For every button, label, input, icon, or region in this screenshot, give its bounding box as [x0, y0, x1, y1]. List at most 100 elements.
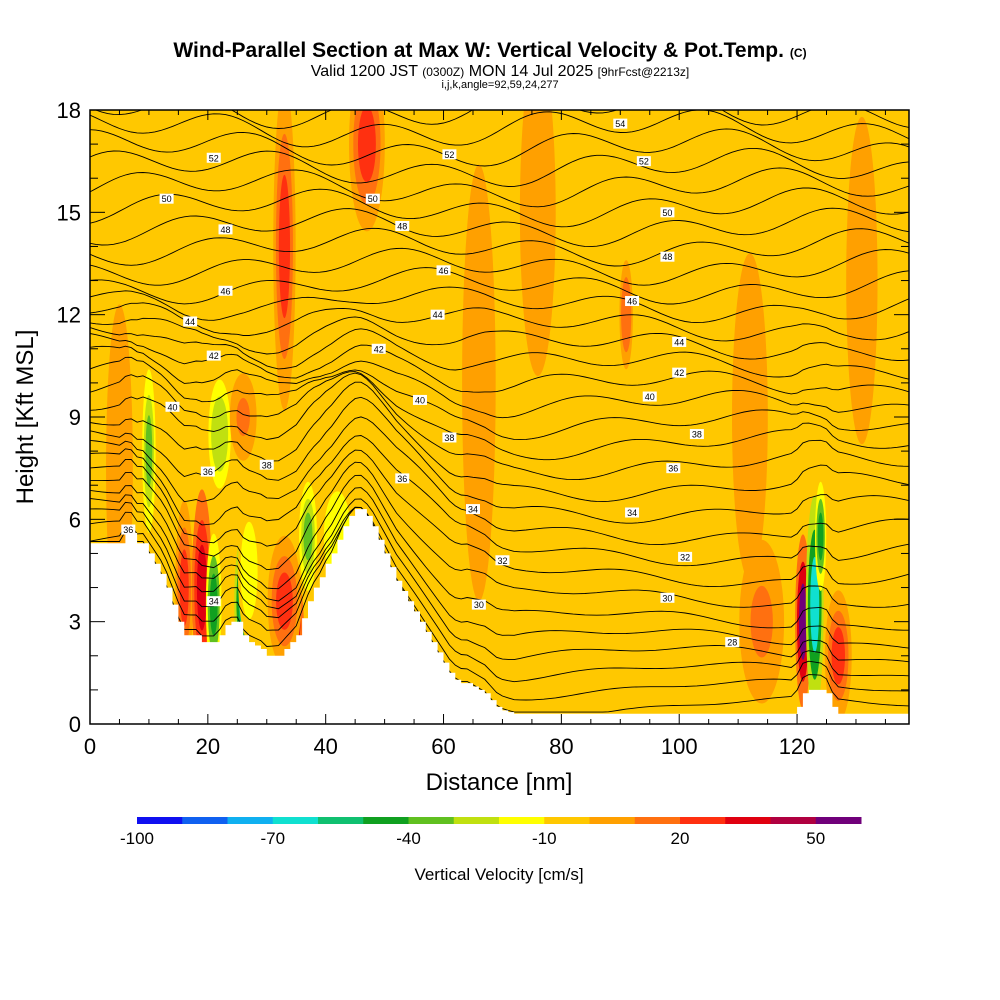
w-feature-5-ring-2	[214, 410, 226, 458]
w-feature-16-ring-2	[470, 287, 488, 479]
contour-label-bg	[259, 459, 274, 470]
contour-label-bg	[165, 401, 180, 412]
contour-label-1: 30	[471, 599, 486, 610]
theta-contour-37	[90, 371, 909, 461]
theta-contour-29	[90, 474, 909, 631]
contour-label-bg	[430, 309, 445, 320]
colorbar-segment-7	[453, 817, 500, 824]
x-tick-label: 20	[196, 734, 220, 759]
theta-contour-34	[90, 396, 909, 524]
y-tick-label: 15	[57, 200, 81, 225]
contour-label-17: 40	[642, 391, 657, 402]
contour-label-31: 50	[365, 193, 380, 204]
w-feature-21-ring-2	[740, 345, 759, 489]
w-feature-21	[732, 253, 768, 581]
x-axis-label: Distance [nm]	[426, 769, 573, 796]
w-feature-0-ring-2	[112, 396, 127, 540]
colorbar-segment-9	[544, 817, 590, 824]
colorbar-label: Vertical Velocity [cm/s]	[414, 865, 583, 884]
theta-contour-39	[90, 345, 909, 419]
w-feature-17	[519, 110, 556, 377]
contour-label-text: 46	[439, 266, 449, 276]
contour-label-text: 48	[221, 225, 231, 235]
contour-label-text: 32	[680, 552, 690, 562]
contour-label-bg	[636, 156, 651, 167]
colorbar-segment-1	[182, 817, 228, 824]
y-tick-label: 0	[69, 712, 81, 737]
contour-label-18: 42	[206, 350, 221, 361]
contour-label-bg	[613, 118, 628, 129]
colorbar-segment-13	[725, 817, 771, 824]
contour-label-30: 50	[159, 193, 174, 204]
theta-contour-48	[90, 207, 909, 248]
theta-contour-54	[94, 110, 909, 129]
x-axis: 0 20 40 60 80 100 120	[84, 110, 886, 759]
contour-label-bg	[660, 592, 675, 603]
w-feature-18-ring-2	[538, 471, 561, 568]
contour-label-text: 34	[468, 505, 478, 515]
contour-label-20: 42	[672, 367, 687, 378]
w-feature-26-ring-2	[831, 627, 846, 685]
contour-label-bg	[678, 551, 693, 562]
w-feature-1	[142, 369, 156, 533]
contour-label-3: 32	[495, 555, 510, 566]
contour-label-text: 44	[185, 317, 195, 327]
contour-label-29: 48	[660, 251, 675, 262]
y-tick-label: 9	[69, 405, 81, 430]
w-feature-8	[229, 373, 257, 461]
w-feature-14-ring-2	[357, 110, 376, 183]
theta-contour-30	[90, 461, 909, 608]
contour-label-text: 38	[262, 460, 272, 470]
x-tick-label: 60	[431, 734, 455, 759]
contour-label-23: 44	[672, 336, 687, 347]
contour-label-text: 36	[668, 464, 678, 474]
contour-label-bg	[183, 316, 198, 327]
colorbar: -100 -70 -40 -10 20 50	[120, 817, 862, 848]
contour-label-bg	[660, 251, 675, 262]
contour-label-15: 40	[165, 401, 180, 412]
contour-label-bg	[666, 463, 681, 474]
contour-label-text: 54	[615, 119, 625, 129]
theta-contour-42	[90, 316, 909, 361]
theta-contour-25	[90, 506, 909, 701]
contour-label-text: 52	[444, 150, 454, 160]
contour-label-19: 42	[371, 343, 386, 354]
theta-contour-44	[90, 286, 909, 324]
colorbar-tick-label: 20	[671, 829, 690, 848]
contour-label-5: 34	[465, 504, 480, 515]
theta-contour-26	[90, 506, 909, 683]
contour-label-text: 36	[123, 525, 133, 535]
contour-label-bg	[495, 555, 510, 566]
contour-label-text: 44	[433, 310, 443, 320]
theta-contour-40	[90, 333, 909, 395]
contour-label-28: 48	[395, 220, 410, 231]
colorbar-tick-label: -70	[260, 829, 285, 848]
contour-label-bg	[412, 394, 427, 405]
contour-label-bg	[121, 524, 136, 535]
x-tick-label: 40	[313, 734, 337, 759]
contour-label-4: 32	[678, 551, 693, 562]
theta-contour-53	[90, 110, 909, 148]
contour-label-text: 42	[374, 344, 384, 354]
colorbar-segment-4	[318, 817, 364, 824]
theta-contour-43	[90, 302, 909, 342]
contour-label-text: 30	[474, 600, 484, 610]
contour-label-text: 50	[662, 208, 672, 218]
contour-label-text: 42	[209, 351, 219, 361]
contour-label-bg	[442, 149, 457, 160]
contour-label-16: 40	[412, 394, 427, 405]
contour-label-text: 46	[627, 297, 637, 307]
w-feature-13-ring-2	[278, 174, 291, 319]
contour-label-12: 38	[442, 432, 457, 443]
chart-title-main: Wind-Parallel Section at Max W: Vertical…	[173, 39, 784, 62]
x-tick-label: 100	[661, 734, 698, 759]
contour-label-bg	[371, 343, 386, 354]
contour-label-6: 34	[625, 507, 640, 518]
colorbar-segment-12	[680, 817, 726, 824]
w-feature-27-ring-2	[854, 208, 870, 353]
colorbar-segment-6	[408, 817, 455, 824]
colorbar-segment-11	[634, 817, 681, 824]
contour-label-text: 36	[203, 467, 213, 477]
w-feature-15	[391, 110, 425, 411]
